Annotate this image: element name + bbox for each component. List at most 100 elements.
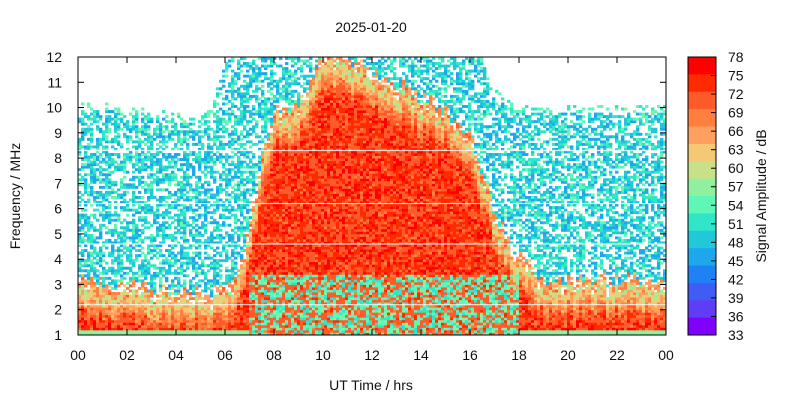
heatmap-cell: [120, 332, 124, 336]
heatmap-cell: [114, 120, 118, 124]
heatmap-cell: [273, 304, 277, 308]
heatmap-cell: [294, 264, 298, 268]
heatmap-cell: [159, 249, 163, 252]
heatmap-cell: [273, 132, 277, 136]
heatmap-cell: [288, 238, 292, 242]
heatmap-cell: [84, 183, 88, 187]
heatmap-cell: [276, 201, 280, 204]
heatmap-cell: [231, 97, 235, 101]
heatmap-cell: [267, 292, 271, 295]
heatmap-cell: [135, 147, 139, 151]
heatmap-cell: [276, 158, 280, 162]
heatmap-cell: [102, 309, 106, 313]
heatmap-cell: [159, 180, 163, 184]
heatmap-cell: [90, 155, 94, 159]
heatmap-cell: [171, 117, 175, 121]
heatmap-cell: [186, 322, 190, 326]
heatmap-cell: [240, 160, 244, 164]
heatmap-cell: [252, 284, 256, 288]
heatmap-cell: [171, 319, 175, 323]
heatmap-cell: [267, 286, 271, 290]
heatmap-cell: [186, 153, 190, 156]
heatmap-cell: [291, 289, 295, 293]
heatmap-cell: [261, 208, 265, 212]
heatmap-cell: [102, 304, 106, 308]
heatmap-cell: [234, 319, 238, 323]
heatmap-cell: [204, 158, 208, 162]
heatmap-cell: [294, 165, 298, 169]
heatmap-cell: [78, 312, 82, 316]
heatmap-cell: [141, 223, 145, 227]
heatmap-cell: [276, 140, 280, 144]
heatmap-cell: [135, 327, 139, 331]
heatmap-cell: [87, 130, 91, 134]
heatmap-cell: [273, 99, 277, 103]
heatmap-cell: [276, 193, 280, 197]
heatmap-cell: [147, 317, 151, 321]
heatmap-cell: [261, 102, 265, 106]
heatmap-cell: [243, 183, 247, 187]
heatmap-cell: [225, 168, 229, 172]
heatmap-cell: [273, 216, 277, 220]
heatmap-cell: [138, 183, 142, 187]
heatmap-cell: [231, 294, 235, 298]
heatmap-cell: [93, 110, 97, 113]
heatmap-cell: [108, 120, 112, 124]
heatmap-cell: [90, 302, 94, 306]
heatmap-cell: [294, 99, 298, 103]
heatmap-cell: [291, 147, 295, 151]
heatmap-cell: [114, 122, 118, 126]
heatmap-cell: [117, 264, 121, 268]
heatmap-cell: [294, 256, 298, 260]
heatmap-cell: [207, 332, 211, 336]
heatmap-cell: [90, 259, 94, 263]
heatmap-cell: [144, 309, 148, 313]
heatmap-cell: [84, 158, 88, 162]
heatmap-cell: [267, 120, 271, 124]
heatmap-cell: [159, 165, 163, 169]
heatmap-cell: [126, 254, 130, 258]
heatmap-cell: [141, 314, 145, 318]
heatmap-cell: [213, 312, 217, 316]
heatmap-cell: [78, 168, 82, 172]
heatmap-cell: [126, 135, 130, 139]
heatmap-cell: [156, 294, 160, 298]
heatmap-cell: [159, 304, 163, 308]
heatmap-cell: [84, 173, 88, 177]
heatmap-cell: [192, 236, 196, 240]
heatmap-cell: [276, 147, 280, 151]
heatmap-cell: [114, 211, 118, 215]
heatmap-cell: [180, 175, 184, 179]
heatmap-cell: [264, 110, 268, 113]
heatmap-cell: [96, 299, 100, 303]
heatmap-cell: [279, 168, 283, 172]
heatmap-cell: [81, 254, 85, 258]
heatmap-cell: [258, 312, 262, 316]
heatmap-cell: [198, 279, 202, 283]
heatmap-cell: [294, 155, 298, 159]
heatmap-cell: [153, 153, 157, 156]
heatmap-cell: [258, 115, 262, 119]
heatmap-cell: [102, 145, 106, 149]
heatmap-cell: [174, 322, 178, 326]
heatmap-cell: [135, 153, 139, 156]
heatmap-cell: [261, 115, 265, 119]
heatmap-cell: [213, 317, 217, 321]
heatmap-cell: [225, 276, 229, 280]
heatmap-cell: [105, 160, 109, 164]
heatmap-cell: [180, 284, 184, 288]
heatmap-cell: [252, 163, 256, 167]
heatmap-cell: [249, 279, 253, 283]
heatmap-cell: [162, 228, 166, 232]
heatmap-cell: [186, 292, 190, 295]
heatmap-cell: [207, 132, 211, 136]
heatmap-cell: [252, 261, 256, 265]
heatmap-cell: [135, 322, 139, 326]
heatmap-cell: [168, 206, 172, 210]
heatmap-cell: [108, 307, 112, 311]
heatmap-cell: [153, 155, 157, 159]
heatmap-cell: [258, 332, 262, 336]
heatmap-cell: [282, 115, 286, 119]
heatmap-cell: [105, 289, 109, 293]
heatmap-cell: [129, 150, 133, 154]
